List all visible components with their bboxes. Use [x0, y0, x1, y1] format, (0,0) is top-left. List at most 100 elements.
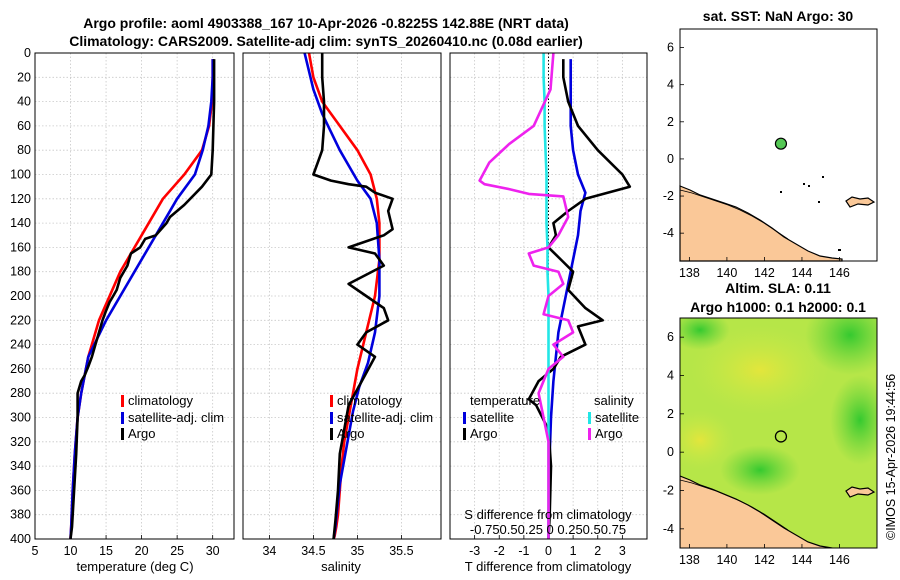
- map-x-tick-label: 144: [792, 553, 813, 567]
- map-x-tick-label: 146: [829, 266, 850, 280]
- temperature-xlabel: temperature (deg C): [76, 559, 193, 574]
- series-line-argo: [312, 53, 394, 540]
- map-y-tick-label: 2: [667, 407, 674, 421]
- x-tick-label: 3: [619, 544, 626, 558]
- y-tick-label: 220: [10, 313, 31, 327]
- y-tick-label: 340: [10, 459, 31, 473]
- legend-label-climatology: climatology: [128, 393, 194, 408]
- legend-swatch-satellite: [330, 412, 333, 424]
- sla-high-anomaly: [690, 325, 830, 415]
- altimetry-island: [845, 486, 876, 498]
- series-line-salinity-argo: [478, 52, 575, 539]
- x-tick-label: -2: [494, 544, 505, 558]
- plot-frame: [242, 52, 442, 540]
- sla-low-anomaly: [805, 318, 877, 375]
- x-tick-label: 34: [262, 544, 276, 558]
- map-x-tick-label: 138: [679, 553, 700, 567]
- series-line-temperature-argo: [527, 59, 632, 540]
- plot-frame: [449, 52, 648, 540]
- argo-position-marker: [774, 430, 788, 443]
- legend-swatch-argo: [330, 428, 333, 440]
- map-x-tick-label: 142: [754, 553, 775, 567]
- y-tick-label: 60: [17, 119, 31, 133]
- map-frame: [679, 317, 878, 549]
- salinity-xlabel: salinity: [321, 559, 361, 574]
- map-y-tick-label: -4: [663, 226, 674, 240]
- sla-high-anomaly: [680, 410, 735, 470]
- altimetry-title-line1: Altim. SLA: 0.11: [725, 280, 831, 296]
- legend-swatch-s-satellite: [588, 412, 591, 424]
- plot-frame: [34, 52, 235, 540]
- x-tick-label: 30: [206, 544, 220, 558]
- map-x-tick-label: 140: [716, 266, 737, 280]
- y-tick-label: 160: [10, 240, 31, 254]
- argo-position-marker: [774, 137, 788, 150]
- legend-label-satellite: satellite-adj. clim: [337, 410, 433, 425]
- temperature-legend: climatology satellite-adj. clim Argo: [121, 393, 224, 441]
- x-tick-label: -3: [469, 544, 480, 558]
- s-difference-ticks: -0.750.50.25 0 0.250.50.75: [470, 522, 626, 537]
- map-y-tick-label: 0: [667, 152, 674, 166]
- y-tick-label: 400: [10, 532, 31, 546]
- legend-label-t-argo: Argo: [470, 426, 497, 441]
- sat-sst-map: sat. SST: NaN Argo: 30 138 140 142 144 146 -4…: [663, 8, 878, 280]
- salinity-legend: climatology satellite-adj. clim Argo: [330, 393, 433, 441]
- sla-low-anomaly: [720, 445, 800, 495]
- map-y-tick-label: 6: [667, 330, 674, 344]
- x-tick-label: 2: [594, 544, 601, 558]
- s-difference-xlabel: S difference from climatology: [464, 507, 632, 522]
- x-tick-label: -1: [518, 544, 529, 558]
- map-y-tick-label: 6: [667, 41, 674, 55]
- x-tick-label: 20: [135, 544, 149, 558]
- sst-map-island: [845, 196, 876, 208]
- map-y-tick-label: 2: [667, 115, 674, 129]
- legend-swatch-t-argo: [463, 428, 466, 440]
- legend-swatch-satellite: [121, 412, 124, 424]
- x-tick-label: 5: [32, 544, 39, 558]
- map-y-tick-label: 4: [667, 369, 674, 383]
- map-x-tick-label: 146: [829, 553, 850, 567]
- legend-swatch-climatology: [330, 395, 333, 407]
- legend-swatch-climatology: [121, 395, 124, 407]
- figure-title-line2: Climatology: CARS2009. Satellite-adj cli…: [69, 33, 583, 49]
- legend-label-climatology: climatology: [337, 393, 403, 408]
- y-tick-label: 40: [17, 95, 31, 109]
- series-line-argo: [69, 59, 216, 540]
- y-tick-label: 20: [17, 70, 31, 84]
- sst-map-coastline: [679, 189, 789, 240]
- legend-label-argo: Argo: [128, 426, 155, 441]
- y-tick-label: 380: [10, 508, 31, 522]
- series-line-satellite-adj-clim: [69, 59, 214, 540]
- altimetry-land-new-guinea: [680, 475, 836, 548]
- sst-map-axes: 138 140 142 144 146 -4 -2 0 2 4 6: [663, 28, 878, 280]
- legend-label-t-satellite: satellite: [470, 410, 514, 425]
- legend-label-satellite: satellite-adj. clim: [128, 410, 224, 425]
- map-y-tick-label: 0: [667, 445, 674, 459]
- temperature-panel: 5 10 15 20 25 3002040608010012014016018020022…: [10, 46, 235, 558]
- legend-label-argo: Argo: [337, 426, 364, 441]
- sst-map-title: sat. SST: NaN Argo: 30: [703, 8, 854, 24]
- x-tick-label: 0: [545, 544, 552, 558]
- y-tick-label: 120: [10, 192, 31, 206]
- sla-low-anomaly: [680, 318, 730, 350]
- x-tick-label: 15: [99, 544, 113, 558]
- y-tick-label: 180: [10, 265, 31, 279]
- x-tick-label: 1: [570, 544, 577, 558]
- y-tick-label: 300: [10, 411, 31, 425]
- legend-swatch-s-argo: [588, 428, 591, 440]
- legend-title-temperature: temperature: [470, 393, 540, 408]
- y-tick-label: 80: [17, 143, 31, 157]
- x-tick-label: 25: [170, 544, 184, 558]
- map-y-tick-label: -4: [663, 522, 674, 536]
- difference-panel: -3 -2 -1 0 1 2 3: [449, 52, 648, 558]
- sla-low-anomaly: [830, 375, 877, 465]
- altimetry-coastline: [680, 479, 789, 531]
- t-difference-xlabel: T difference from climatology: [465, 559, 632, 574]
- imos-timestamp: ©IMOS 15-Apr-2026 19:44:56: [884, 374, 898, 540]
- y-tick-label: 280: [10, 386, 31, 400]
- figure-title-line1: Argo profile: aoml 4903388_167 10-Apr-20…: [83, 15, 569, 31]
- y-tick-label: 0: [24, 46, 31, 60]
- x-tick-label: 34.5: [301, 544, 325, 558]
- altimetry-map: Altim. SLA: 0.11 Argo h1000: 0.1 h2000: …: [663, 280, 878, 567]
